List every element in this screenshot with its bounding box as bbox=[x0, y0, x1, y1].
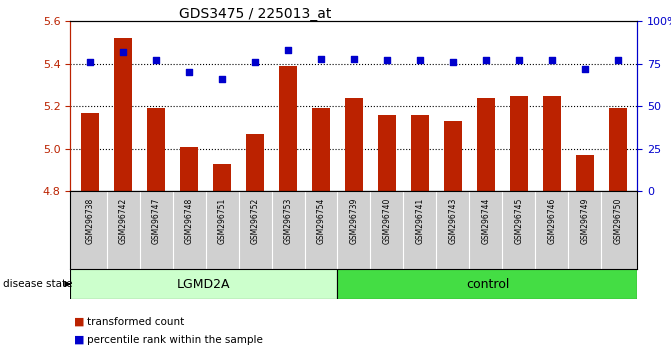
Bar bbox=[444, 121, 462, 191]
Text: GSM296750: GSM296750 bbox=[613, 198, 622, 244]
Point bbox=[382, 57, 393, 63]
Bar bbox=[345, 98, 363, 191]
Text: GSM296746: GSM296746 bbox=[548, 198, 556, 244]
Bar bbox=[213, 164, 231, 191]
Text: GSM296748: GSM296748 bbox=[185, 198, 194, 244]
Bar bbox=[114, 38, 132, 191]
Point bbox=[151, 57, 162, 63]
Bar bbox=[180, 147, 198, 191]
Text: LGMD2A: LGMD2A bbox=[177, 278, 231, 291]
Text: transformed count: transformed count bbox=[87, 317, 185, 327]
Text: GSM296742: GSM296742 bbox=[119, 198, 127, 244]
Point bbox=[85, 59, 95, 65]
Point bbox=[480, 57, 491, 63]
Text: ■: ■ bbox=[74, 335, 85, 345]
Bar bbox=[510, 96, 528, 191]
Bar bbox=[81, 113, 99, 191]
Point bbox=[348, 56, 359, 62]
Bar bbox=[411, 115, 429, 191]
Point bbox=[184, 69, 195, 75]
Bar bbox=[279, 66, 297, 191]
Text: disease state: disease state bbox=[3, 279, 73, 289]
Bar bbox=[312, 108, 330, 191]
Text: GSM296754: GSM296754 bbox=[317, 198, 325, 244]
Point bbox=[118, 49, 129, 55]
Text: GSM296745: GSM296745 bbox=[514, 198, 523, 244]
Text: GDS3475 / 225013_at: GDS3475 / 225013_at bbox=[178, 7, 331, 21]
Point bbox=[282, 47, 293, 53]
Bar bbox=[147, 108, 165, 191]
Bar bbox=[609, 108, 627, 191]
Bar bbox=[246, 134, 264, 191]
Text: control: control bbox=[466, 278, 509, 291]
Text: GSM296751: GSM296751 bbox=[217, 198, 227, 244]
Point bbox=[415, 57, 425, 63]
Point bbox=[613, 57, 623, 63]
Point bbox=[579, 66, 590, 72]
Text: GSM296740: GSM296740 bbox=[382, 198, 391, 244]
Text: GSM296753: GSM296753 bbox=[284, 198, 293, 244]
Point bbox=[217, 76, 227, 82]
Bar bbox=[477, 98, 495, 191]
Bar bbox=[543, 96, 561, 191]
Text: GSM296741: GSM296741 bbox=[415, 198, 424, 244]
Text: percentile rank within the sample: percentile rank within the sample bbox=[87, 335, 263, 345]
Text: GSM296738: GSM296738 bbox=[86, 198, 95, 244]
Point bbox=[513, 57, 524, 63]
Text: GSM296747: GSM296747 bbox=[152, 198, 160, 244]
Bar bbox=[378, 115, 396, 191]
Bar bbox=[70, 269, 338, 299]
Text: GSM296743: GSM296743 bbox=[448, 198, 458, 244]
Text: GSM296749: GSM296749 bbox=[580, 198, 589, 244]
Bar bbox=[338, 269, 637, 299]
Text: GSM296752: GSM296752 bbox=[250, 198, 260, 244]
Point bbox=[448, 59, 458, 65]
Text: ■: ■ bbox=[74, 317, 85, 327]
Point bbox=[546, 57, 557, 63]
Point bbox=[250, 59, 260, 65]
Text: GSM296744: GSM296744 bbox=[481, 198, 491, 244]
Point bbox=[315, 56, 326, 62]
Bar bbox=[576, 155, 594, 191]
Text: GSM296739: GSM296739 bbox=[350, 198, 358, 244]
